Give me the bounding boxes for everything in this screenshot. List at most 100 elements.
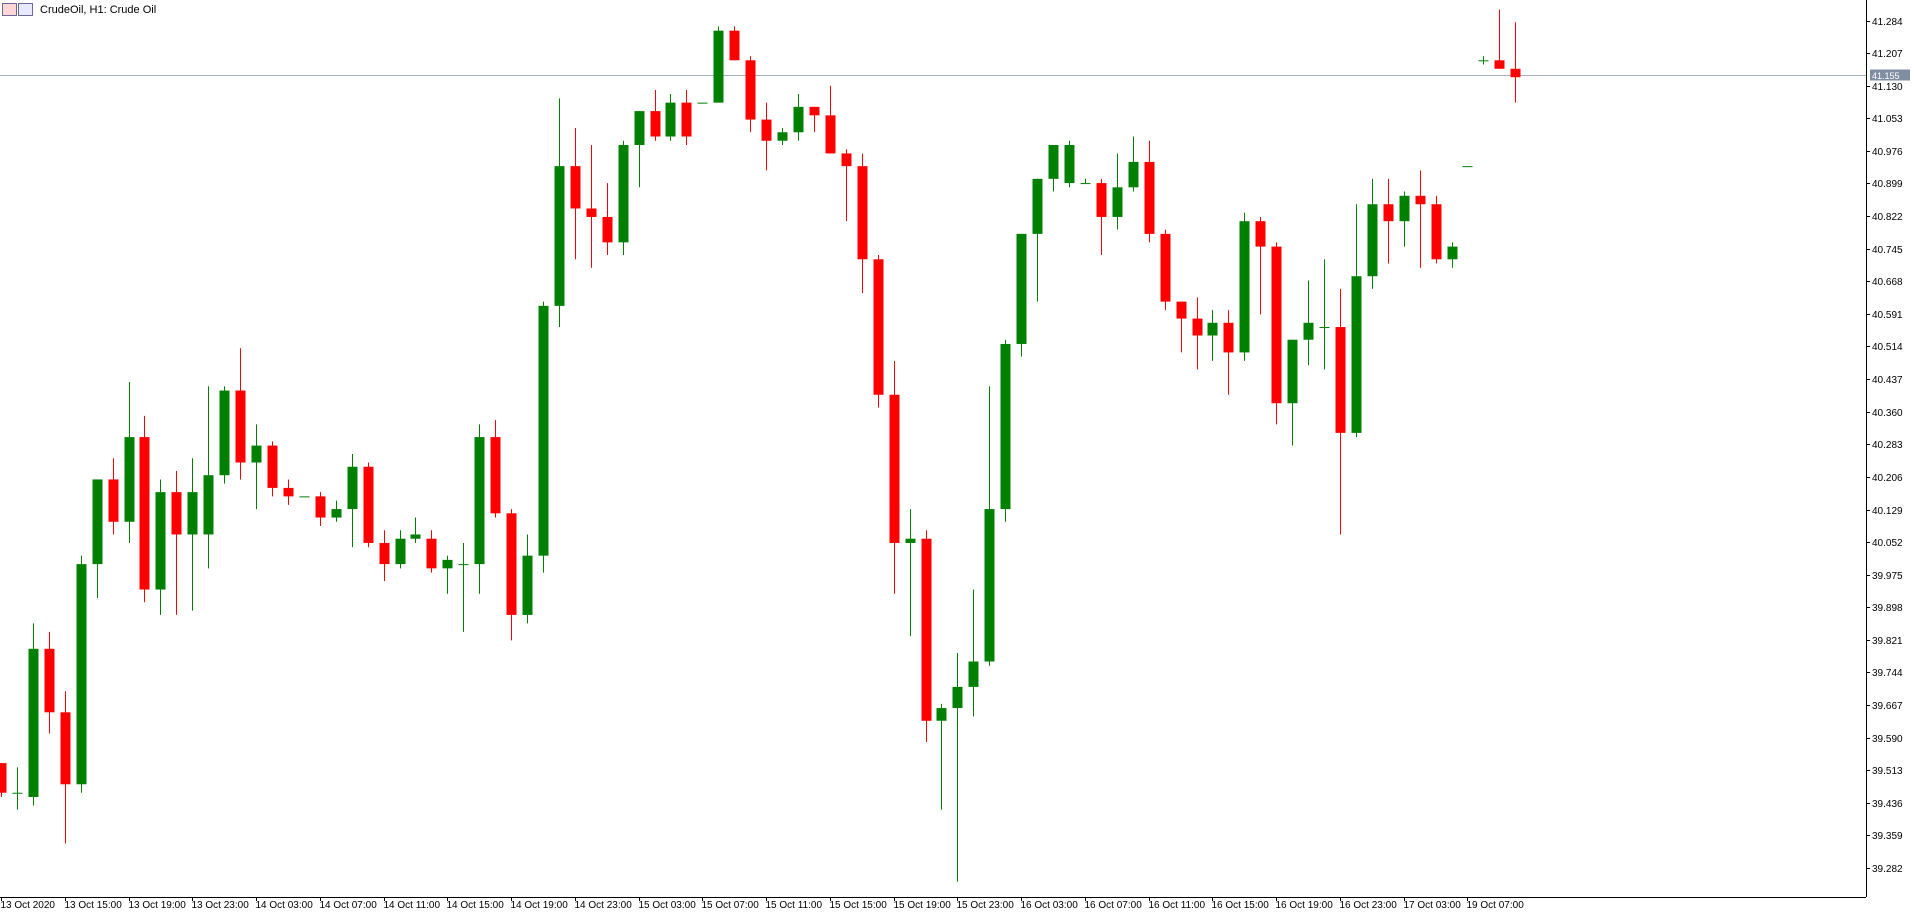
candle-body — [1431, 204, 1442, 260]
x-tick-label: 14 Oct 03:00 — [256, 900, 314, 911]
candle-body — [139, 437, 150, 590]
candle-body — [1016, 233, 1027, 344]
candle — [155, 479, 166, 615]
candle — [315, 492, 326, 527]
candle — [299, 496, 310, 498]
candle — [283, 479, 294, 505]
candle — [108, 458, 119, 535]
candle-body — [602, 216, 613, 243]
candle — [331, 500, 342, 522]
candle-body — [809, 106, 820, 116]
x-tick-label: 17 Oct 03:00 — [1404, 900, 1462, 911]
candle — [570, 128, 581, 260]
candle — [921, 530, 932, 742]
candle — [44, 631, 55, 734]
candle — [171, 470, 182, 615]
candle-body — [650, 111, 661, 137]
candle — [1016, 233, 1027, 357]
x-tick-label: 16 Oct 07:00 — [1085, 900, 1143, 911]
candle-body — [889, 394, 900, 543]
candle — [235, 348, 246, 480]
candle-body — [1383, 204, 1394, 222]
candle-body — [873, 259, 884, 395]
y-tick-label: 40.976 — [1872, 147, 1903, 158]
candle-body — [586, 208, 597, 217]
candle-body — [1287, 339, 1298, 404]
x-tick-label: 15 Oct 03:00 — [639, 900, 697, 911]
candle-body — [554, 166, 565, 306]
candle — [968, 589, 979, 717]
candle-body — [410, 534, 421, 539]
candle — [76, 555, 87, 793]
y-tick-label: 39.436 — [1872, 799, 1903, 810]
candle — [1399, 191, 1410, 247]
y-tick-label: 40.514 — [1872, 342, 1903, 353]
x-tick-label: 13 Oct 19:00 — [129, 900, 187, 911]
candle — [681, 89, 692, 145]
y-tick-label: 40.206 — [1872, 473, 1903, 484]
candle — [618, 140, 629, 256]
candle — [474, 424, 485, 594]
candle — [426, 530, 437, 573]
candle — [697, 102, 708, 104]
candle — [1415, 170, 1426, 268]
candle — [506, 509, 517, 641]
candle-body — [1192, 318, 1203, 336]
y-tick-label: 40.745 — [1872, 245, 1903, 256]
candle-body — [745, 60, 756, 120]
candle-body — [76, 564, 87, 785]
candle — [634, 111, 645, 188]
y-tick-label: 40.899 — [1872, 179, 1903, 190]
candle — [745, 56, 756, 133]
candle-body — [857, 166, 868, 260]
candle-body — [1064, 144, 1075, 184]
candle-body — [155, 492, 166, 590]
candle — [889, 360, 900, 594]
candle — [490, 420, 501, 518]
candle-body — [363, 466, 374, 543]
y-tick-label: 39.975 — [1872, 571, 1903, 582]
candle — [1303, 280, 1314, 366]
y-tick-label: 40.283 — [1872, 440, 1903, 451]
candle-body — [921, 538, 932, 721]
candle-body — [825, 115, 836, 154]
candle-body — [1207, 322, 1218, 336]
candle-body — [28, 648, 39, 797]
candle-body — [1367, 204, 1378, 277]
candle-body — [1096, 183, 1107, 217]
x-tick-label: 15 Oct 15:00 — [830, 900, 888, 911]
candle — [1080, 178, 1091, 185]
candle — [124, 382, 135, 543]
candle-body — [187, 492, 198, 535]
candle-body — [1494, 60, 1505, 69]
candle — [602, 183, 613, 256]
candle — [1239, 212, 1250, 361]
candle — [187, 458, 198, 611]
candle-body — [1478, 60, 1489, 62]
candle-body — [379, 542, 390, 565]
candle-body — [697, 102, 708, 104]
candle — [267, 441, 278, 497]
candle-body — [1415, 195, 1426, 205]
candle-body — [1510, 68, 1521, 78]
candle-body — [1032, 178, 1043, 234]
candle — [841, 149, 852, 222]
candle-body — [952, 686, 963, 709]
candle — [1048, 144, 1059, 192]
candle-body — [235, 390, 246, 463]
candle — [586, 144, 597, 268]
candle — [379, 530, 390, 582]
y-tick-label: 39.513 — [1872, 766, 1903, 777]
candle — [1351, 204, 1362, 438]
candle — [28, 623, 39, 806]
candle — [793, 94, 804, 141]
candle — [1271, 242, 1282, 425]
x-tick-label: 15 Oct 11:00 — [766, 900, 823, 911]
candle-body — [1144, 161, 1155, 234]
candle — [761, 102, 772, 171]
candle — [1144, 140, 1155, 243]
y-tick-label: 40.668 — [1872, 277, 1903, 288]
x-tick-label: 16 Oct 03:00 — [1021, 900, 1079, 911]
candle-body — [1000, 343, 1011, 510]
